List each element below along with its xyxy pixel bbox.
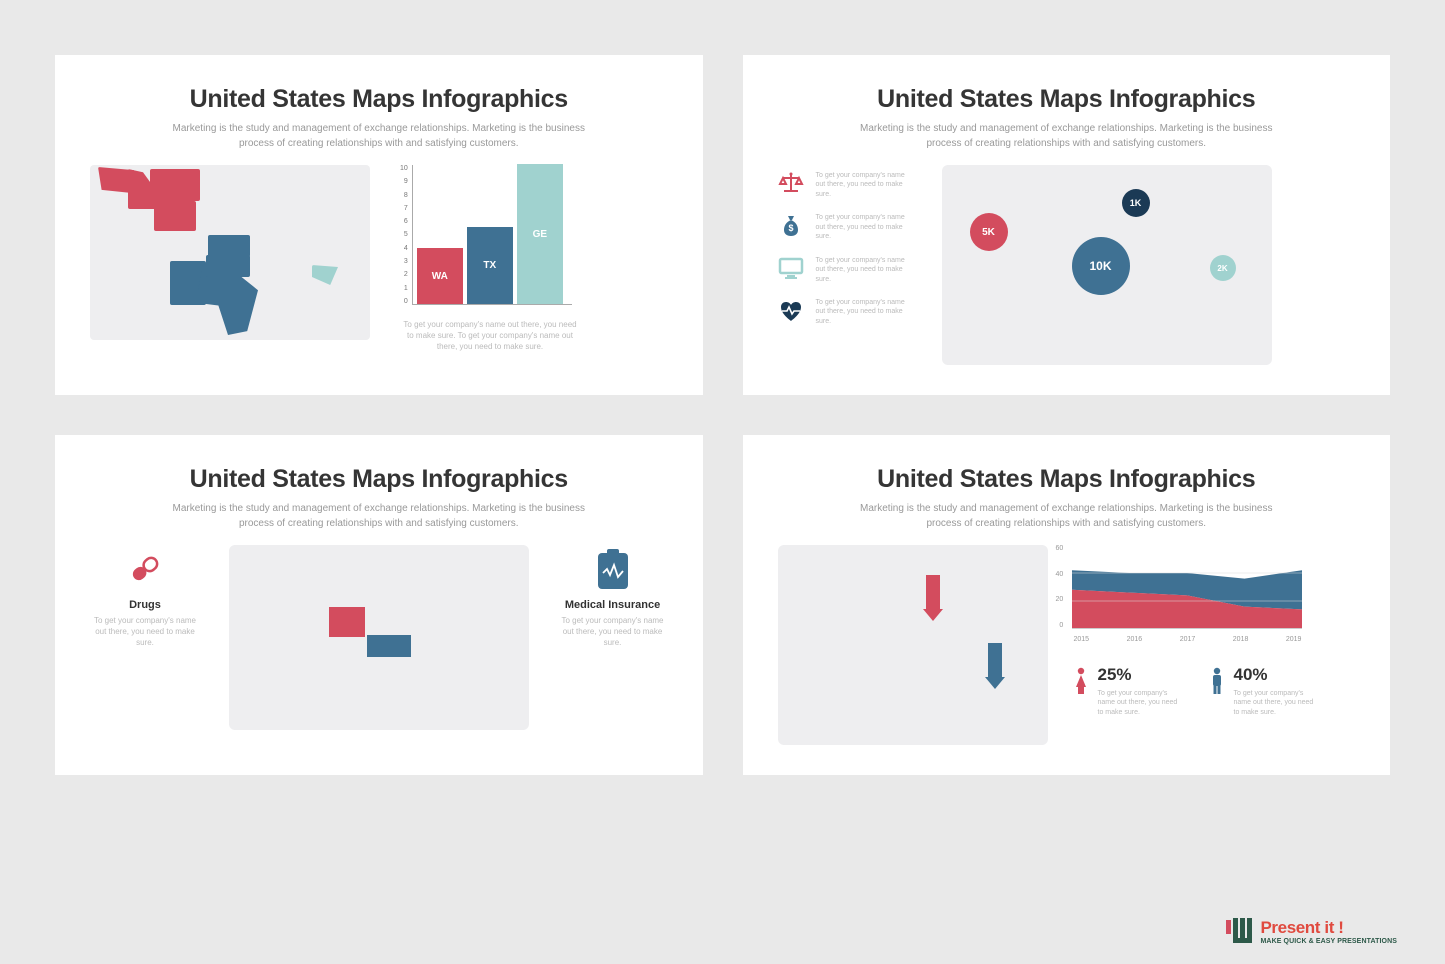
male-icon — [1208, 667, 1226, 700]
logo-brand: Present it ! — [1260, 918, 1397, 938]
bubble-10K: 10K — [1072, 237, 1130, 295]
stat-label: Medical Insurance — [558, 599, 668, 611]
list-item-text: To get your company's name out there, yo… — [816, 298, 906, 326]
stat-female: 25% To get your company's name out there,… — [1072, 665, 1180, 717]
bubble-2K: 2K — [1210, 255, 1236, 281]
icon-list: To get your company's name out there, yo… — [778, 165, 938, 340]
pill-icon — [90, 545, 200, 593]
list-item-text: To get your company's name out there, yo… — [816, 213, 906, 241]
bubble-1K: 1K — [1122, 189, 1150, 217]
us-map-two-states — [229, 545, 529, 730]
slide-subtitle: Marketing is the study and management of… — [856, 502, 1276, 531]
slide-subtitle: Marketing is the study and management of… — [169, 122, 589, 151]
bar-wa: WA — [417, 248, 463, 304]
slide-title: United States Maps Infographics — [90, 85, 668, 114]
right-stat: Medical Insurance To get your company's … — [558, 545, 668, 649]
slide-1: United States Maps Infographics Marketin… — [55, 55, 703, 395]
stat-text: To get your company's name out there, yo… — [1234, 689, 1316, 717]
monitor-icon — [778, 256, 804, 282]
us-map-bubbles: 5K 1K 10K 2K — [942, 165, 1272, 365]
stat-value: 40% — [1234, 665, 1316, 685]
brand-logo: Present it ! MAKE QUICK & EASY PRESENTAT… — [1224, 916, 1397, 946]
slide-subtitle: Marketing is the study and management of… — [169, 502, 589, 531]
list-item: $ To get your company's name out there, y… — [778, 213, 938, 241]
stat-label: Drugs — [90, 599, 200, 611]
logo-mark-icon — [1224, 916, 1254, 946]
us-map-arrows — [778, 545, 1048, 745]
bar-tx: TX — [467, 227, 513, 304]
stat-row: 25% To get your company's name out there,… — [1072, 665, 1312, 717]
list-item: To get your company's name out there, yo… — [778, 171, 938, 199]
slide-3: United States Maps Infographics Marketin… — [55, 435, 703, 775]
list-item: To get your company's name out there, yo… — [778, 256, 938, 284]
logo-tagline: MAKE QUICK & EASY PRESENTATIONS — [1260, 938, 1397, 945]
list-item: To get your company's name out there, yo… — [778, 298, 938, 326]
slide-2: United States Maps Infographics Marketin… — [743, 55, 1391, 395]
bar-ge: GE — [517, 164, 563, 304]
slide-title: United States Maps Infographics — [778, 465, 1356, 494]
slide-subtitle: Marketing is the study and management of… — [856, 122, 1276, 151]
list-item-text: To get your company's name out there, yo… — [816, 171, 906, 199]
svg-text:$: $ — [788, 223, 793, 233]
area-chart: 6040200 20152016201720182019 — [1072, 545, 1302, 645]
stat-text: To get your company's name out there, yo… — [558, 615, 668, 649]
stat-value: 25% — [1098, 665, 1180, 685]
bar-chart: 109876543210 WATXGE To get your company'… — [400, 165, 580, 353]
slide-4: United States Maps Infographics Marketin… — [743, 435, 1391, 775]
stat-male: 40% To get your company's name out there,… — [1208, 665, 1316, 717]
clipboard-icon — [558, 545, 668, 593]
slide-grid: United States Maps Infographics Marketin… — [0, 0, 1445, 830]
stat-text: To get your company's name out there, yo… — [90, 615, 200, 649]
list-item-text: To get your company's name out there, yo… — [816, 256, 906, 284]
down-arrow-icon — [988, 643, 1002, 689]
us-map-highlighted — [90, 165, 370, 340]
slide-title: United States Maps Infographics — [90, 465, 668, 494]
money-bag-icon: $ — [778, 213, 804, 239]
down-arrow-icon — [926, 575, 940, 621]
slide-title: United States Maps Infographics — [778, 85, 1356, 114]
stat-text: To get your company's name out there, yo… — [1098, 689, 1180, 717]
left-stat: Drugs To get your company's name out the… — [90, 545, 200, 649]
scales-icon — [778, 171, 804, 197]
heart-icon — [778, 298, 804, 324]
bubble-5K: 5K — [970, 213, 1008, 251]
chart-caption: To get your company's name out there, yo… — [400, 319, 580, 353]
female-icon — [1072, 667, 1090, 700]
